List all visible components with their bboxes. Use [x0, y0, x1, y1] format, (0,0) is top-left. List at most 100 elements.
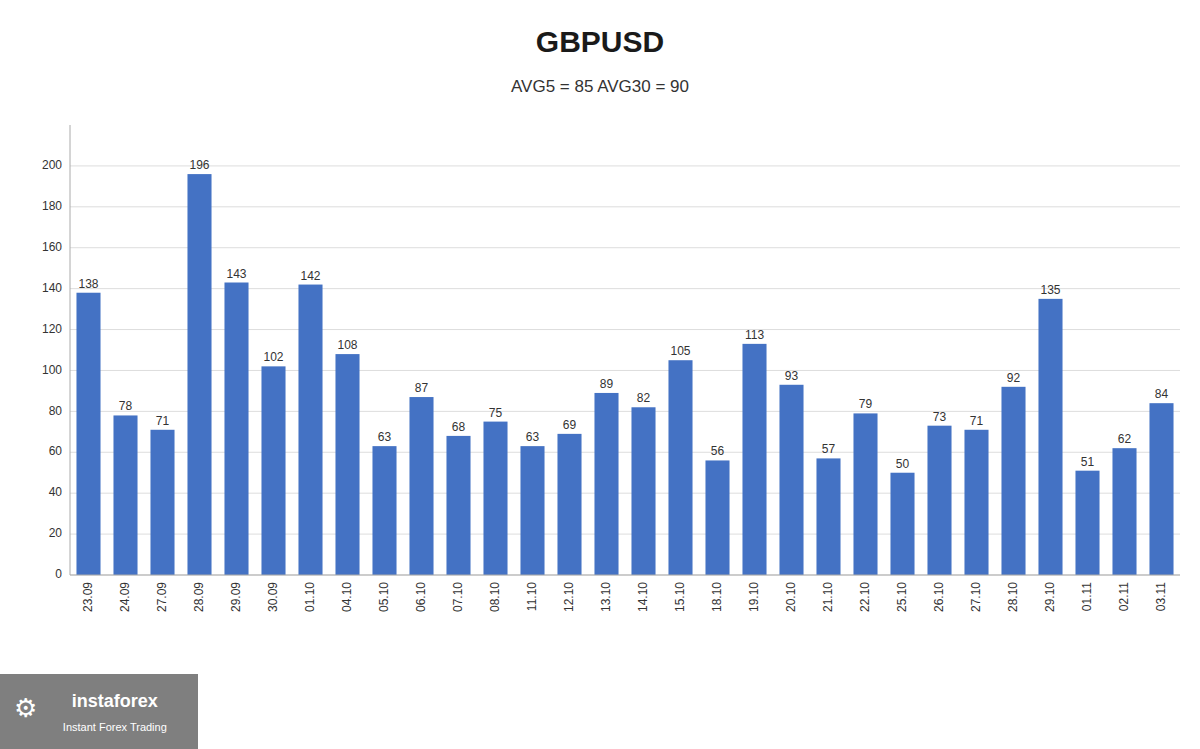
- data-labels: 1387871196143102142108638768756369898210…: [78, 158, 1168, 471]
- bar: [742, 344, 766, 575]
- x-tick-label: 19.10: [747, 582, 761, 612]
- bar: [483, 422, 507, 575]
- data-label: 105: [670, 344, 690, 358]
- y-tick-label: 180: [42, 199, 62, 213]
- x-tick-label: 18.10: [710, 582, 724, 612]
- x-tick-label: 11.10: [525, 582, 539, 611]
- annotation: instaforex: [72, 691, 158, 711]
- bar: [409, 397, 433, 575]
- bar: [446, 436, 470, 575]
- x-tick-label: 28.10: [1006, 582, 1020, 612]
- x-tick-labels: 23.0924.0927.0928.0929.0930.0901.1004.10…: [81, 582, 1168, 612]
- logo: ⚙ instaforex Instant Forex Trading: [0, 674, 198, 749]
- x-tick-label: 01.10: [303, 582, 317, 612]
- y-tick-label: 140: [42, 281, 62, 295]
- y-tick-label: 100: [42, 363, 62, 377]
- data-label: 113: [745, 328, 764, 342]
- data-label: 87: [415, 381, 429, 395]
- x-tick-label: 08.10: [488, 582, 502, 612]
- x-tick-label: 22.10: [858, 582, 872, 612]
- annotation: Instant Forex Trading: [63, 721, 167, 733]
- data-label: 73: [933, 410, 947, 424]
- data-label: 196: [189, 158, 209, 172]
- bar: [594, 393, 618, 575]
- x-tick-label: 01.11: [1080, 582, 1094, 611]
- x-tick-label: 25.10: [895, 582, 909, 612]
- data-label: 71: [156, 414, 170, 428]
- bars: [76, 174, 1173, 575]
- data-label: 75: [489, 406, 503, 420]
- bar: [1112, 448, 1136, 575]
- x-tick-label: 14.10: [636, 582, 650, 612]
- x-tick-label: 13.10: [599, 582, 613, 612]
- y-axis: [70, 125, 71, 575]
- bar: [705, 460, 729, 575]
- x-tick-label: 15.10: [673, 582, 687, 612]
- x-tick-label: 29.09: [229, 582, 243, 612]
- data-label: 51: [1081, 455, 1095, 469]
- x-tick-label: 29.10: [1043, 582, 1057, 612]
- y-tick-label: 80: [49, 404, 63, 418]
- bar: [298, 285, 322, 575]
- y-tick-label: 200: [42, 158, 62, 172]
- x-tick-label: 28.09: [192, 582, 206, 612]
- x-axis: [70, 575, 1180, 576]
- y-tick-label: 0: [55, 567, 62, 581]
- y-tick-label: 40: [49, 485, 63, 499]
- bar: [113, 415, 137, 575]
- x-tick-label: 26.10: [932, 582, 946, 612]
- bar: [372, 446, 396, 575]
- bar: [1075, 471, 1099, 575]
- data-label: 71: [970, 414, 984, 428]
- y-tick-label: 160: [42, 240, 62, 254]
- data-label: 50: [896, 457, 910, 471]
- x-tick-label: 03.11: [1154, 582, 1168, 611]
- subtitle: AVG5 = 85 AVG30 = 90: [511, 77, 689, 96]
- x-tick-label: 27.10: [969, 582, 983, 612]
- y-tick-label: 20: [49, 526, 63, 540]
- bar: [187, 174, 211, 575]
- x-tick-label: 02.11: [1117, 582, 1131, 611]
- data-label: 56: [711, 444, 725, 458]
- bar: [261, 366, 285, 575]
- data-label: 84: [1155, 387, 1169, 401]
- x-tick-label: 27.09: [155, 582, 169, 612]
- bar: [816, 458, 840, 575]
- data-label: 93: [785, 369, 799, 383]
- bar: [335, 354, 359, 575]
- bar: [631, 407, 655, 575]
- data-label: 89: [600, 377, 614, 391]
- grid-line: [70, 575, 1180, 576]
- logo-box: [0, 674, 198, 749]
- data-label: 135: [1040, 283, 1060, 297]
- data-label: 78: [119, 399, 133, 413]
- data-label: 57: [822, 442, 836, 456]
- bar: [890, 473, 914, 575]
- y-tick-label: 120: [42, 322, 62, 336]
- data-label: 62: [1118, 432, 1132, 446]
- data-label: 69: [563, 418, 577, 432]
- data-label: 63: [526, 430, 540, 444]
- annotation: ⚙: [14, 693, 37, 723]
- bar: [557, 434, 581, 575]
- bar: [853, 413, 877, 575]
- bar: [964, 430, 988, 575]
- title: GBPUSD: [536, 25, 664, 58]
- x-tick-label: 12.10: [562, 582, 576, 612]
- data-label: 143: [226, 267, 246, 281]
- data-label: 92: [1007, 371, 1021, 385]
- bar: [668, 360, 692, 575]
- bar: [520, 446, 544, 575]
- bar: [927, 426, 951, 575]
- data-label: 79: [859, 397, 873, 411]
- grid-line: [70, 165, 1180, 166]
- x-tick-label: 04.10: [340, 582, 354, 612]
- data-label: 142: [300, 269, 320, 283]
- data-label: 82: [637, 391, 651, 405]
- data-label: 102: [263, 350, 283, 364]
- grid-line: [70, 206, 1180, 207]
- x-tick-label: 07.10: [451, 582, 465, 612]
- bar: [224, 283, 248, 576]
- bar: [150, 430, 174, 575]
- grid-line: [70, 247, 1180, 248]
